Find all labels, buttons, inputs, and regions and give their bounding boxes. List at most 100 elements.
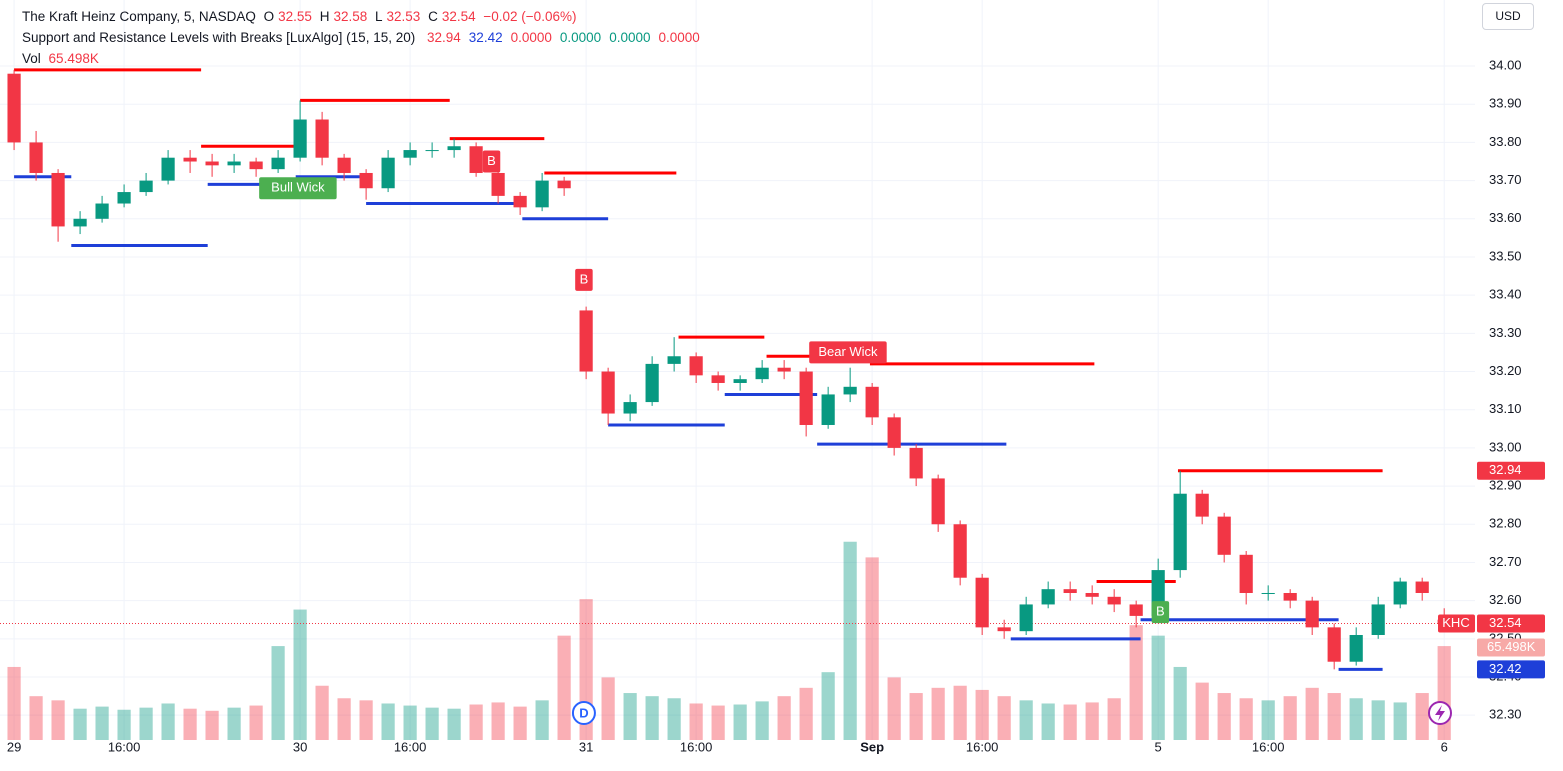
candle-body <box>469 146 483 173</box>
y-tick-label: 33.30 <box>1489 325 1522 340</box>
candle-body <box>931 478 945 525</box>
volume-bar <box>293 609 307 740</box>
volume-bar <box>843 541 857 740</box>
candle-body <box>1019 604 1033 632</box>
candle-body <box>953 524 967 578</box>
volume-bar <box>909 693 923 740</box>
volume-bar <box>1129 625 1143 740</box>
volume-bar <box>139 707 153 740</box>
indicator-value: 0.0000 <box>510 30 552 45</box>
x-tick-label: 31 <box>579 739 593 754</box>
volume-bar <box>249 705 263 740</box>
annotation-label: B <box>580 271 589 286</box>
candle-body <box>689 356 703 376</box>
x-tick-label: Sep <box>860 739 884 754</box>
indicator-name: Support and Resistance Levels with Break… <box>22 30 416 45</box>
candle-body <box>381 157 395 189</box>
x-tick-label: 29 <box>7 739 21 754</box>
volume-bar <box>381 703 395 740</box>
x-tick-label: 6 <box>1441 739 1448 754</box>
volume-bar <box>799 687 813 740</box>
volume-bar <box>1195 682 1209 740</box>
y-tick-label: 33.50 <box>1489 248 1522 263</box>
candle-body <box>1129 604 1143 616</box>
volume-tag <box>1477 638 1545 657</box>
ohlc-value: 32.54 <box>441 9 476 24</box>
volume-bar <box>887 677 901 740</box>
legend: The Kraft Heinz Company, 5, NASDAQ O 32.5… <box>22 6 704 69</box>
x-tick-label: 16:00 <box>680 739 713 754</box>
volume-bar <box>645 696 659 740</box>
candle-body <box>843 386 857 395</box>
x-tick-label: 30 <box>293 739 307 754</box>
volume-bar <box>755 701 769 740</box>
volume-bar <box>29 696 43 740</box>
volume-bar <box>1327 693 1341 740</box>
candle-body <box>865 386 879 418</box>
volume-bar <box>1239 698 1253 740</box>
volume-bar <box>513 706 527 740</box>
y-tick-label: 33.10 <box>1489 401 1522 416</box>
change: −0.02 (−0.06%) <box>483 9 577 24</box>
candle-body <box>887 417 901 448</box>
candle-body <box>1371 604 1385 635</box>
symbol-tag <box>1438 614 1475 633</box>
volume-bar <box>1107 698 1121 740</box>
volume-bar <box>1173 666 1187 740</box>
y-tick-label: 32.80 <box>1489 516 1522 531</box>
candle-body <box>777 367 791 372</box>
candle-body <box>205 161 219 166</box>
y-tick-label: 33.40 <box>1489 287 1522 302</box>
candle-body <box>1063 589 1077 593</box>
x-tick-label: 5 <box>1155 739 1162 754</box>
volume-bar <box>931 687 945 740</box>
candle-body <box>293 119 307 158</box>
candle-body <box>1305 600 1319 628</box>
candle-body <box>1261 592 1275 594</box>
volume-bar <box>733 704 747 740</box>
ohlc-key: C <box>428 9 438 24</box>
candle-body <box>315 119 329 158</box>
volume-bar <box>205 710 219 740</box>
candle-body <box>579 310 593 372</box>
legend-row: Vol 65.498K <box>22 48 704 69</box>
volume-bar <box>1415 693 1429 740</box>
annotation-box <box>482 150 501 173</box>
volume-bar <box>1041 703 1055 740</box>
annotation-label: B <box>1156 604 1165 619</box>
volume-bar <box>51 700 65 740</box>
candle-body <box>1085 592 1099 597</box>
indicator-value: 0.0000 <box>559 30 602 45</box>
x-tick-label: 16:00 <box>394 739 427 754</box>
volume-bar <box>1349 698 1363 740</box>
y-tick-label: 32.90 <box>1489 478 1522 493</box>
volume-bar <box>447 708 461 740</box>
volume-bar <box>1393 702 1407 740</box>
volume-bar <box>601 677 615 740</box>
ohlc-key: O <box>263 9 275 24</box>
candle-body <box>557 180 571 189</box>
candle-body <box>799 371 813 425</box>
volume-bar <box>315 685 329 740</box>
candle-body <box>601 371 615 414</box>
volume-bar <box>469 704 483 740</box>
volume-bar <box>953 685 967 740</box>
y-tick-label: 33.90 <box>1489 96 1522 111</box>
volume-bar <box>117 709 131 740</box>
currency-button[interactable]: USD <box>1482 3 1534 30</box>
volume-bar <box>865 557 879 740</box>
volume-bar <box>1437 646 1451 740</box>
volume-bar <box>1261 700 1275 740</box>
candle-body <box>447 146 461 151</box>
annotation-label: Bear Wick <box>818 344 878 359</box>
annotation-box <box>1151 601 1170 624</box>
candle-body <box>7 73 21 143</box>
candle-body <box>1107 596 1121 605</box>
volume-bar <box>425 707 439 740</box>
volume-bar <box>1305 687 1319 740</box>
annotation-box <box>809 341 887 364</box>
y-tick-label: 33.80 <box>1489 134 1522 149</box>
candle-body <box>271 157 285 170</box>
candle-body <box>491 172 505 196</box>
candle-body <box>139 180 153 193</box>
